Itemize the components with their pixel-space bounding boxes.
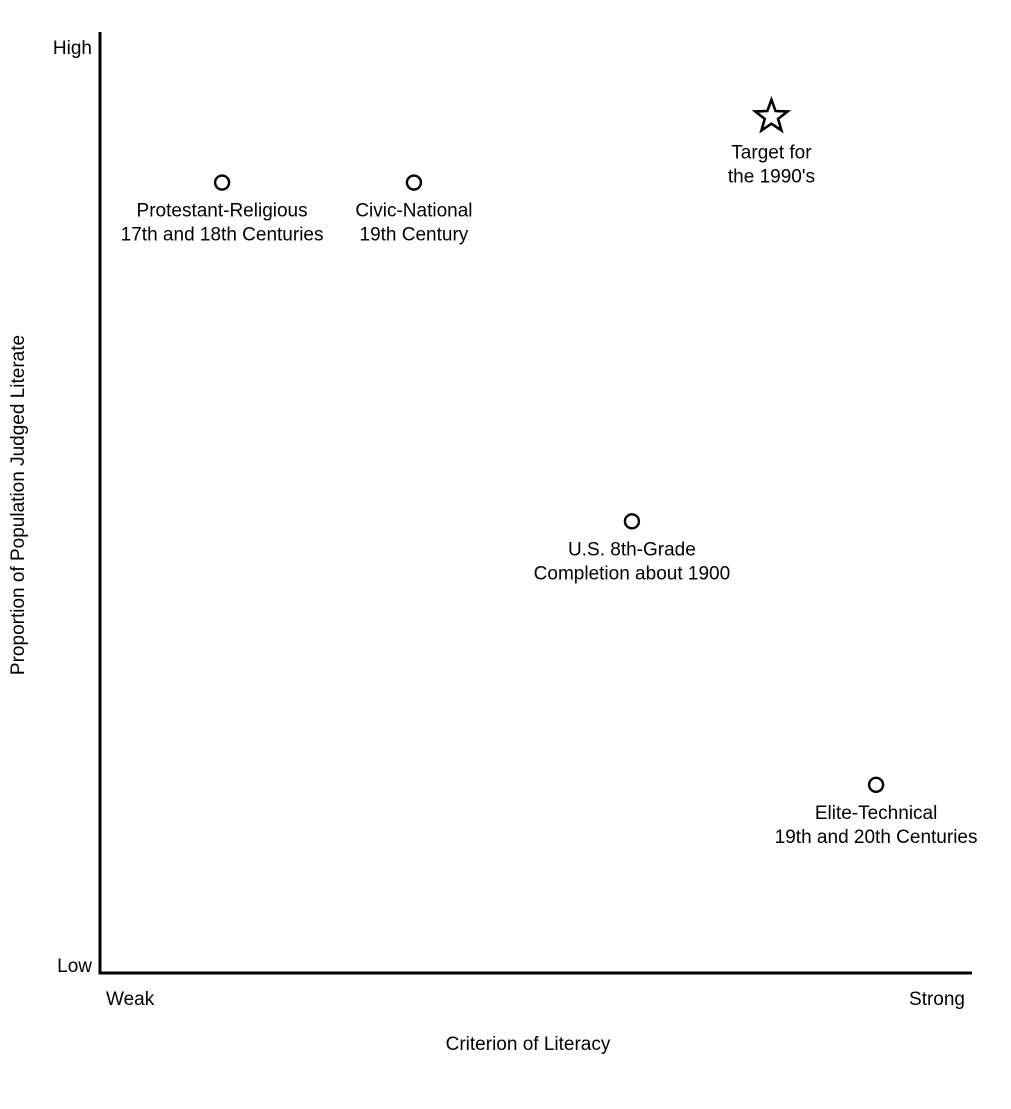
point-marker — [623, 513, 641, 530]
point-label: Civic-National — [355, 201, 472, 222]
point-label: 17th and 18th Centuries — [121, 225, 324, 246]
y-tick-low: Low — [57, 956, 92, 977]
point-label: Elite-Technical — [815, 803, 938, 824]
y-axis-title: Proportion of Population Judged Literate — [8, 335, 29, 675]
point-marker — [405, 174, 423, 191]
data-points: Protestant-Religious 17th and 18th Centur… — [121, 95, 978, 848]
x-tick-high: Strong — [909, 989, 965, 1010]
point-label: 19th Century — [360, 225, 469, 246]
x-axis-title: Criterion of Literacy — [446, 1034, 611, 1055]
point-label: Completion about 1900 — [534, 563, 730, 584]
x-tick-low: Weak — [106, 989, 155, 1010]
target-star-marker — [751, 95, 792, 134]
point-marker — [867, 776, 885, 793]
point-label: the 1990's — [728, 167, 815, 188]
point-marker — [213, 174, 231, 191]
point-label: 19th and 20th Centuries — [775, 827, 978, 848]
y-tick-high: High — [53, 38, 92, 59]
point-label: Target for — [731, 143, 812, 164]
axes — [98, 32, 972, 975]
point-label: Protestant-Religious — [137, 201, 308, 222]
point-label: U.S. 8th-Grade — [568, 539, 696, 560]
